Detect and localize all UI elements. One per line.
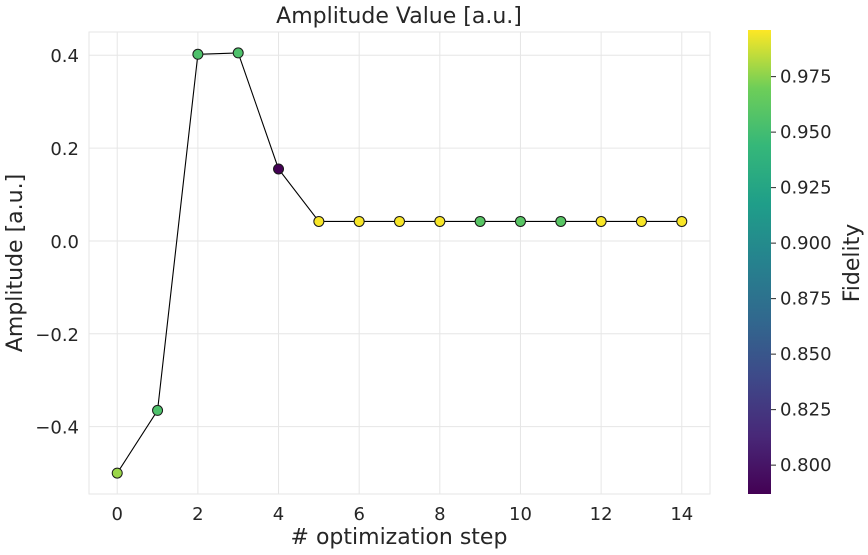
colorbar-tick-label: 0.800 <box>780 455 832 476</box>
data-point <box>514 215 526 227</box>
data-point <box>232 47 244 59</box>
x-axis-label: # optimization step <box>291 525 508 550</box>
colorbar-tick-label: 0.975 <box>780 67 832 88</box>
colorbar-tick-label: 0.925 <box>780 178 832 199</box>
data-point <box>555 215 567 227</box>
y-tick-label: 0.0 <box>50 232 79 253</box>
data-point <box>111 467 123 479</box>
data-point <box>474 215 486 227</box>
colorbar-tick-labels: 0.800 0.825 0.850 0.875 0.900 0.925 0.950 0.975 <box>771 67 832 476</box>
plot-area-frame <box>88 31 711 495</box>
colorbar <box>748 30 771 494</box>
x-tick-labels: 0 2 4 6 8 10 12 14 <box>112 504 694 525</box>
y-tick-label: −0.2 <box>35 325 79 346</box>
data-point <box>192 48 204 60</box>
colorbar-tick-label: 0.850 <box>780 344 832 365</box>
y-tick-label: 0.4 <box>50 46 79 67</box>
data-point <box>676 215 688 227</box>
data-points <box>111 47 688 479</box>
colorbar-tick-label: 0.950 <box>780 122 832 143</box>
x-tick-label: 12 <box>590 504 613 525</box>
data-point <box>313 215 325 227</box>
x-tick-label: 6 <box>353 504 364 525</box>
x-tick-label: 14 <box>670 504 693 525</box>
data-point <box>394 215 405 227</box>
data-point <box>434 215 446 227</box>
colorbar-tick-label: 0.875 <box>780 289 832 310</box>
x-tick-label: 10 <box>509 504 532 525</box>
y-tick-labels: −0.4 −0.2 0.0 0.2 0.4 <box>35 46 79 438</box>
x-tick-label: 4 <box>273 504 284 525</box>
x-tick-label: 8 <box>434 504 445 525</box>
data-point <box>273 163 285 175</box>
x-tick-label: 0 <box>112 504 123 525</box>
data-point <box>353 215 365 227</box>
series-line <box>116 52 682 474</box>
data-point <box>635 215 647 227</box>
x-tick-label: 2 <box>192 504 203 525</box>
chart-title: Amplitude Value [a.u.] <box>276 4 522 29</box>
colorbar-tick-label: 0.900 <box>780 233 832 254</box>
colorbar-label: Fidelity <box>840 224 865 303</box>
data-point <box>595 215 607 227</box>
data-point <box>152 404 164 416</box>
colorbar-tick-label: 0.825 <box>780 400 832 421</box>
grid <box>89 32 710 494</box>
y-tick-label: 0.2 <box>50 139 79 160</box>
y-axis-label: Amplitude [a.u.] <box>3 174 28 352</box>
y-tick-label: −0.4 <box>35 418 79 439</box>
